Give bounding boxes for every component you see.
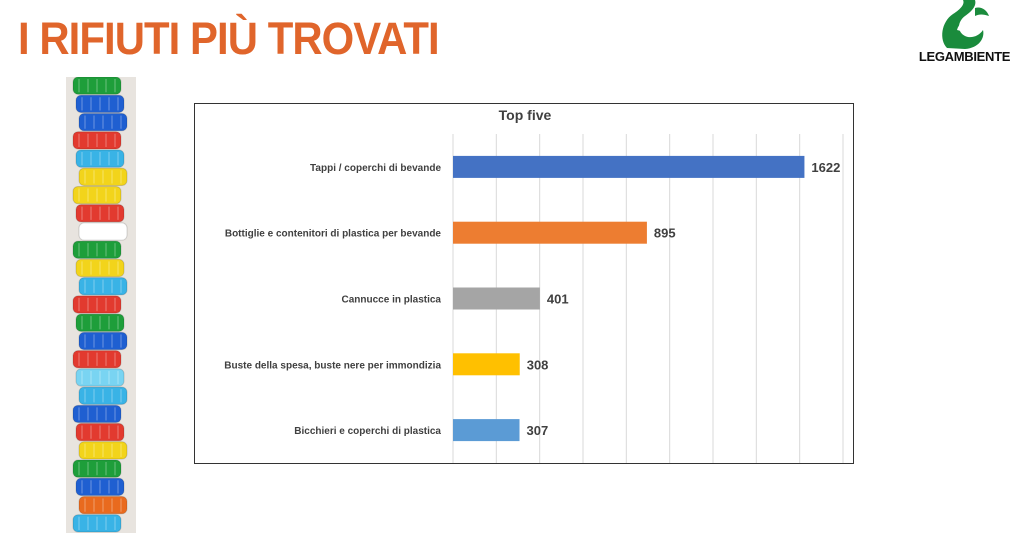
- chart-title: Top five: [499, 107, 552, 123]
- page-title: I RIFIUTI PIÙ TROVATI: [18, 13, 440, 64]
- bar: [453, 353, 520, 376]
- bar: [453, 419, 520, 442]
- data-label: 307: [527, 423, 549, 438]
- category-label: Cannucce in plastica: [342, 295, 442, 306]
- category-label: Bicchieri e coperchi di plastica: [294, 426, 441, 437]
- data-label: 401: [547, 292, 569, 307]
- legambiente-logo: LEGAMBIENTE: [905, 0, 1024, 72]
- category-label: Tappi / coperchi di bevande: [310, 163, 441, 174]
- chart-frame: Top five Tappi / coperchi di bevande 1622…: [194, 103, 854, 464]
- logo-text: LEGAMBIENTE: [918, 49, 1011, 64]
- data-label: 895: [654, 226, 676, 241]
- bar: [453, 155, 805, 178]
- category-label: Buste della spesa, buste nere per immond…: [224, 360, 441, 371]
- data-label: 1622: [811, 160, 840, 175]
- bar: [453, 221, 647, 244]
- bar: [453, 287, 540, 310]
- data-label: 308: [527, 357, 549, 372]
- category-label: Bottiglie e contenitori di plastica per …: [225, 229, 442, 240]
- bottle-caps-stack-image: [66, 77, 136, 533]
- bar-chart: Top five Tappi / coperchi di bevande 1622…: [224, 107, 844, 463]
- legambiente-swan-icon: [942, 0, 989, 49]
